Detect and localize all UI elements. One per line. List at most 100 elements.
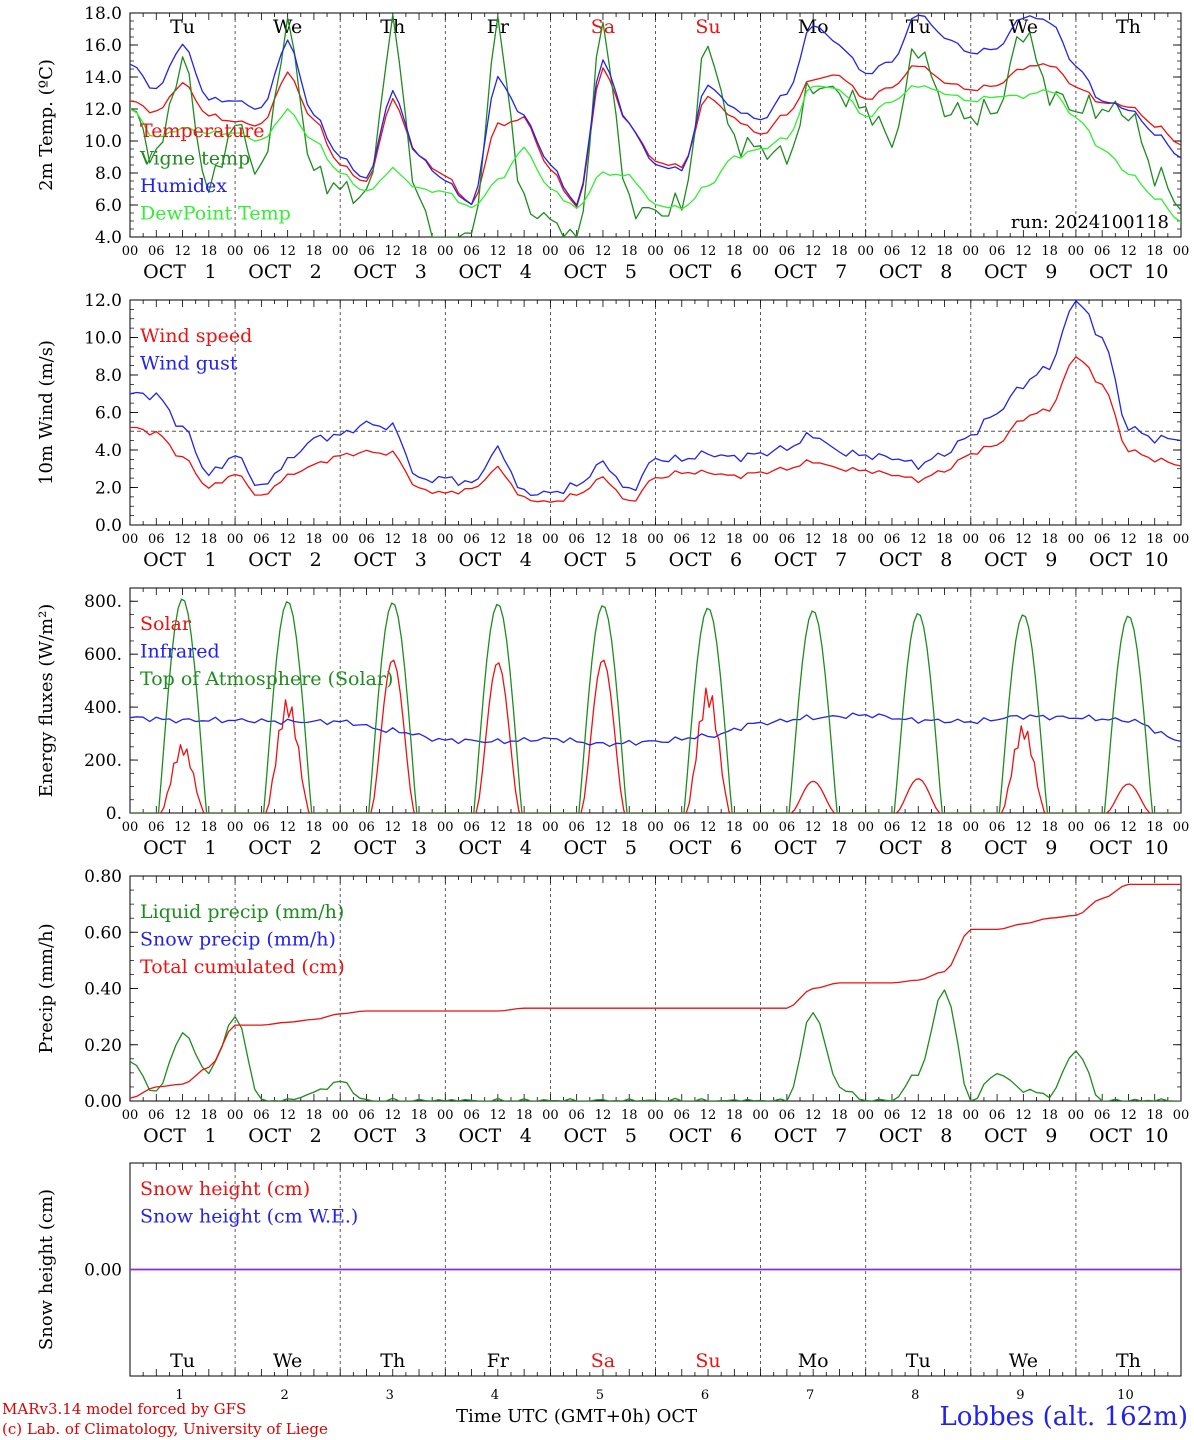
plot-frame: [129, 587, 1182, 814]
x-hour-label: 18: [831, 820, 848, 835]
legend: Liquid precip (mm/h) Snow precip (mm/h) To…: [140, 901, 345, 978]
series-group: [130, 14, 1181, 237]
x-hour-label: 00: [1173, 820, 1190, 835]
x-hour-label: 00: [1173, 532, 1190, 547]
x-date-label: 9: [1045, 837, 1057, 859]
x-hour-label: 12: [1120, 244, 1137, 259]
x-hour-label: 00: [227, 1108, 244, 1123]
y-tick-label: 400.: [84, 698, 122, 718]
x-date-label: 2: [310, 549, 322, 571]
x-hour-label: 12: [279, 244, 296, 259]
x-month-label: OCT: [984, 1125, 1027, 1147]
x-hour-label: 00: [542, 244, 559, 259]
plot-frame: [129, 299, 1182, 526]
x-hour-label: 00: [437, 532, 454, 547]
x-date-label: 6: [730, 549, 742, 571]
x-month-label: OCT: [248, 261, 291, 283]
series-line: [130, 14, 1181, 237]
x-hour-label: 00: [1068, 1108, 1085, 1123]
x-month-label: OCT: [879, 837, 922, 859]
x-hour-label: 18: [1041, 244, 1058, 259]
day-number-label: 7: [806, 1388, 814, 1403]
legend-entry: Solar: [140, 613, 192, 635]
y-tick-label: 0.60: [84, 923, 122, 943]
x-hour-label: 12: [700, 820, 717, 835]
x-hour-label: 06: [779, 820, 796, 835]
series-group: [130, 598, 1181, 813]
x-hour-label: 00: [332, 820, 349, 835]
series-line: [130, 14, 1181, 206]
series-group: [130, 883, 1181, 1101]
x-hour-label: 00: [1173, 1108, 1190, 1123]
y-tick-label: 10.0: [84, 132, 122, 152]
x-hour-label: 00: [122, 532, 139, 547]
x-hour-label: 18: [411, 820, 428, 835]
x-hour-label: 12: [279, 820, 296, 835]
x-hour-label: 06: [148, 532, 165, 547]
x-hour-label: 18: [1041, 820, 1058, 835]
x-hour-label: 00: [1068, 532, 1085, 547]
y-tick-label: 0.00: [84, 1092, 122, 1112]
x-month-label: OCT: [669, 549, 712, 571]
x-hour-label: 06: [463, 1108, 480, 1123]
x-hour-label: 06: [148, 820, 165, 835]
x-month-label: OCT: [248, 1125, 291, 1147]
y-tick-label: 2.0: [95, 479, 122, 499]
x-hour-label: 18: [1041, 1108, 1058, 1123]
legend-entry: Temperature: [140, 120, 264, 142]
x-hour-label: 12: [910, 1108, 927, 1123]
x-hour-label: 12: [1120, 532, 1137, 547]
y-axis-label: 10m Wind (m/s): [36, 340, 57, 485]
x-hour-label: 00: [752, 1108, 769, 1123]
x-date-label: 2: [310, 837, 322, 859]
x-hour-label: 00: [647, 1108, 664, 1123]
x-month-label: OCT: [143, 837, 186, 859]
x-hour-label: 00: [857, 1108, 874, 1123]
x-hour-label: 06: [884, 244, 901, 259]
panel-5: 0.00 Snow height (cm) Tu 1 We 2 Th 3 Fr 4 Sa 5 Su 6 Mo…: [36, 1162, 1182, 1403]
y-tick-label: 4.0: [95, 228, 122, 248]
day-number-label: 6: [701, 1388, 709, 1403]
x-hour-label: 06: [989, 820, 1006, 835]
x-hour-label: 06: [568, 532, 585, 547]
x-date-label: 6: [730, 261, 742, 283]
y-tick-label: 800.: [84, 592, 122, 612]
x-hour-label: 18: [411, 244, 428, 259]
y-axis-label: Precip (mm/h): [36, 923, 57, 1053]
x-date-label: 3: [415, 837, 427, 859]
y-tick-label: 12.0: [84, 291, 122, 311]
x-hour-label: 18: [516, 532, 533, 547]
x-date-label: 1: [205, 1125, 217, 1147]
x-hour-label: 00: [647, 820, 664, 835]
x-hour-label: 06: [148, 1108, 165, 1123]
y-tick-label: 600.: [84, 645, 122, 665]
y-axis-label: Energy fluxes (W/m²): [36, 604, 57, 798]
x-hour-label: 12: [595, 1108, 612, 1123]
series-group: [130, 300, 1181, 503]
x-hour-label: 06: [568, 1108, 585, 1123]
x-hour-label: 06: [463, 244, 480, 259]
x-month-label: OCT: [564, 549, 607, 571]
x-hour-label: 18: [516, 1108, 533, 1123]
x-hour-label: 18: [621, 820, 638, 835]
x-hour-label: 00: [752, 532, 769, 547]
y-tick-label: 0.40: [84, 980, 122, 1000]
y-tick-label: 12.0: [84, 100, 122, 120]
x-hour-label: 12: [595, 820, 612, 835]
x-hour-label: 06: [884, 532, 901, 547]
x-hour-label: 18: [1041, 532, 1058, 547]
weekday-label: We: [273, 16, 302, 38]
x-hour-label: 06: [674, 1108, 691, 1123]
run-annotation: run: 2024100118: [1011, 212, 1169, 233]
x-date-label: 3: [415, 549, 427, 571]
x-hour-label: 00: [963, 244, 980, 259]
x-date-label: 2: [310, 1125, 322, 1147]
x-hour-label: 06: [568, 820, 585, 835]
x-hour-label: 06: [884, 820, 901, 835]
weekday-label: Mo: [798, 1350, 829, 1372]
x-month-label: OCT: [879, 1125, 922, 1147]
legend-entry: Snow height (cm): [140, 1178, 310, 1200]
x-date-label: 10: [1144, 549, 1168, 571]
legend: Temperature Vigne temp Humidex DewPoint Tem…: [139, 120, 291, 225]
